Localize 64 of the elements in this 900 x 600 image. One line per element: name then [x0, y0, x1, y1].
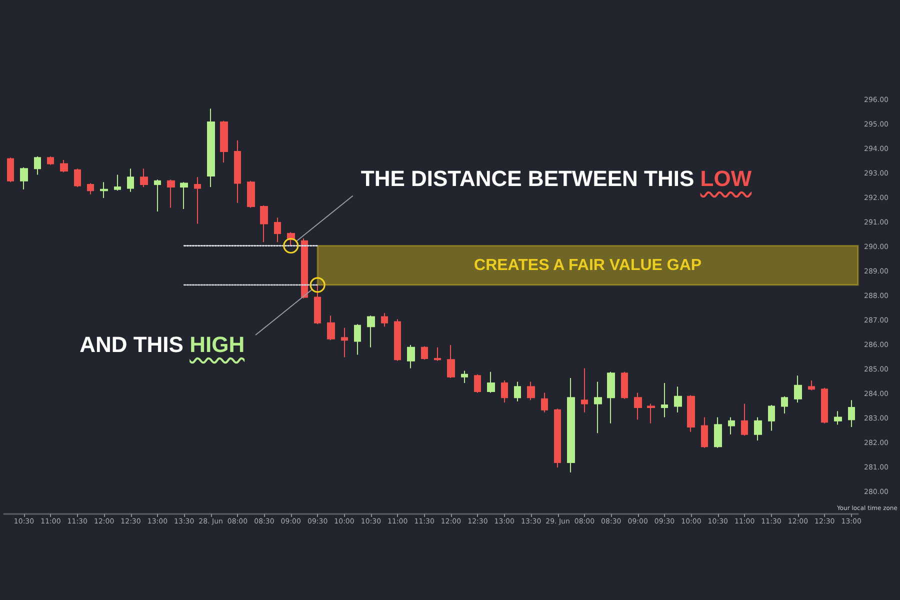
candlestick [381, 312, 388, 328]
candlestick [594, 381, 602, 434]
candlestick [661, 382, 668, 418]
candlestick [34, 156, 41, 176]
candlestick [461, 370, 468, 384]
candlestick [607, 371, 615, 424]
candlestick [754, 416, 762, 442]
candlestick [74, 168, 81, 188]
candlestick [140, 168, 148, 188]
candlestick [394, 318, 401, 362]
candlestick [20, 166, 28, 190]
candlestick [741, 403, 748, 436]
candlestick [327, 315, 335, 341]
candlestick [621, 371, 628, 400]
candlestick [314, 284, 321, 325]
candlestick [87, 182, 94, 195]
candlestick [808, 380, 815, 391]
candlestick [487, 371, 495, 394]
candlestick [60, 160, 68, 173]
candlestick [687, 394, 695, 432]
candlestick [260, 204, 268, 243]
candlestick [127, 168, 134, 192]
candlestick [247, 180, 255, 208]
candlestick [7, 157, 14, 183]
candlestick [154, 179, 161, 212]
candlestick [274, 217, 281, 243]
candlestick [47, 156, 54, 166]
candlestick [354, 324, 361, 356]
candlestick [781, 396, 788, 414]
candlestick [527, 381, 535, 401]
candlestick [674, 386, 682, 413]
candlestick [447, 344, 455, 379]
candlestick [474, 374, 481, 394]
candlestick [421, 346, 428, 360]
candlestick [581, 368, 588, 413]
band-label: CREATES A FAIR VALUE GAP [474, 256, 702, 274]
candlestick [207, 108, 215, 188]
candlestick [768, 404, 775, 432]
candlestick [341, 327, 348, 358]
candlestick [634, 392, 642, 420]
candlestick [367, 315, 375, 348]
candlestick [180, 182, 188, 210]
candlestick [434, 346, 441, 362]
candlestick [194, 176, 201, 224]
candlestick [514, 381, 521, 402]
candlestick [167, 179, 175, 208]
candlestick [501, 380, 508, 404]
candlestick [234, 140, 241, 204]
candlestick [554, 408, 561, 468]
candlestick [794, 375, 802, 404]
candlestick [541, 392, 548, 413]
candlestick [701, 416, 708, 448]
candlestick [301, 238, 308, 299]
candlestick [220, 120, 228, 163]
candlestick [728, 416, 735, 435]
candlestick [647, 403, 655, 424]
candlestick [407, 344, 415, 369]
candlestick [834, 410, 842, 426]
candlestick [100, 182, 108, 198]
candlestick [848, 400, 855, 428]
candlestick [821, 387, 828, 424]
candlestick [714, 416, 722, 448]
candlestick [567, 378, 575, 473]
candlestick [114, 174, 121, 192]
